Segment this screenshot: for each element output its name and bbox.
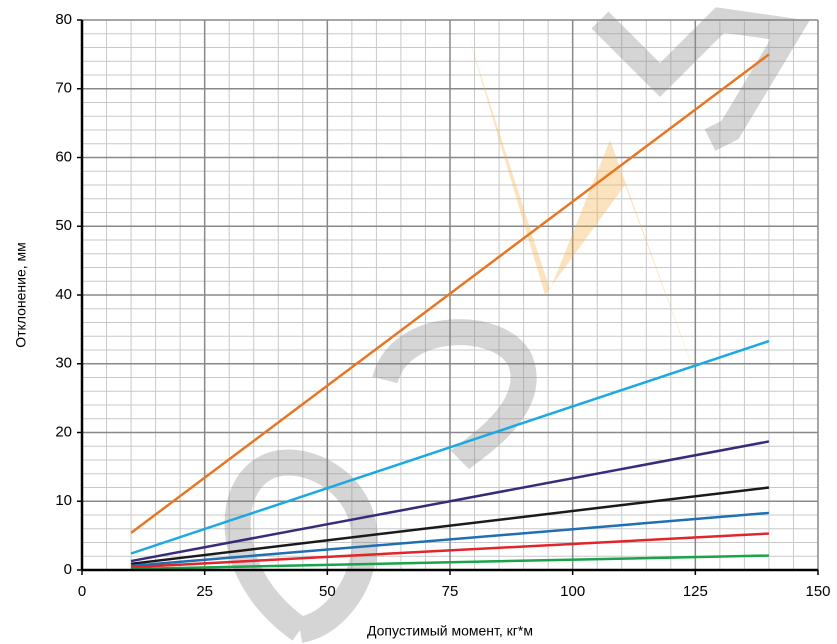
y-axis-title: Отклонение, мм xyxy=(13,242,29,348)
watermark-shape xyxy=(372,319,537,470)
y-tick-label: 30 xyxy=(55,355,72,372)
x-tick-label: 75 xyxy=(442,583,459,600)
x-tick-label: 25 xyxy=(196,583,213,600)
series-line xyxy=(130,486,770,566)
y-tick-label: 80 xyxy=(55,11,72,28)
x-tick-label: 100 xyxy=(560,583,585,600)
y-tick-label: 40 xyxy=(55,286,72,303)
watermark xyxy=(224,7,810,643)
y-tick-label: 20 xyxy=(55,423,72,440)
series-line xyxy=(130,440,770,563)
series-line xyxy=(130,53,770,534)
y-tick-label: 60 xyxy=(55,148,72,165)
x-tick-label: 0 xyxy=(78,583,86,600)
y-tick-label: 0 xyxy=(64,561,72,578)
series-line xyxy=(131,554,769,571)
x-tick-label: 125 xyxy=(683,583,708,600)
series-line xyxy=(130,511,770,568)
x-tick-label: 150 xyxy=(805,583,830,600)
lines xyxy=(130,53,770,571)
watermark-shape xyxy=(468,35,712,420)
x-tick-label: 50 xyxy=(319,583,336,600)
y-tick-label: 50 xyxy=(55,217,72,234)
grid xyxy=(81,19,819,571)
watermark-shape xyxy=(591,7,810,151)
series-line xyxy=(130,339,770,555)
axes: 0 25 50 75 100 125 150 0 10 20 30 40 50 60 70 80 xyxy=(55,11,830,600)
series-line xyxy=(131,532,769,569)
y-tick-label: 70 xyxy=(55,80,72,97)
x-axis-title: Допустимый момент, кг*м xyxy=(367,623,533,639)
y-tick-label: 10 xyxy=(55,492,72,509)
